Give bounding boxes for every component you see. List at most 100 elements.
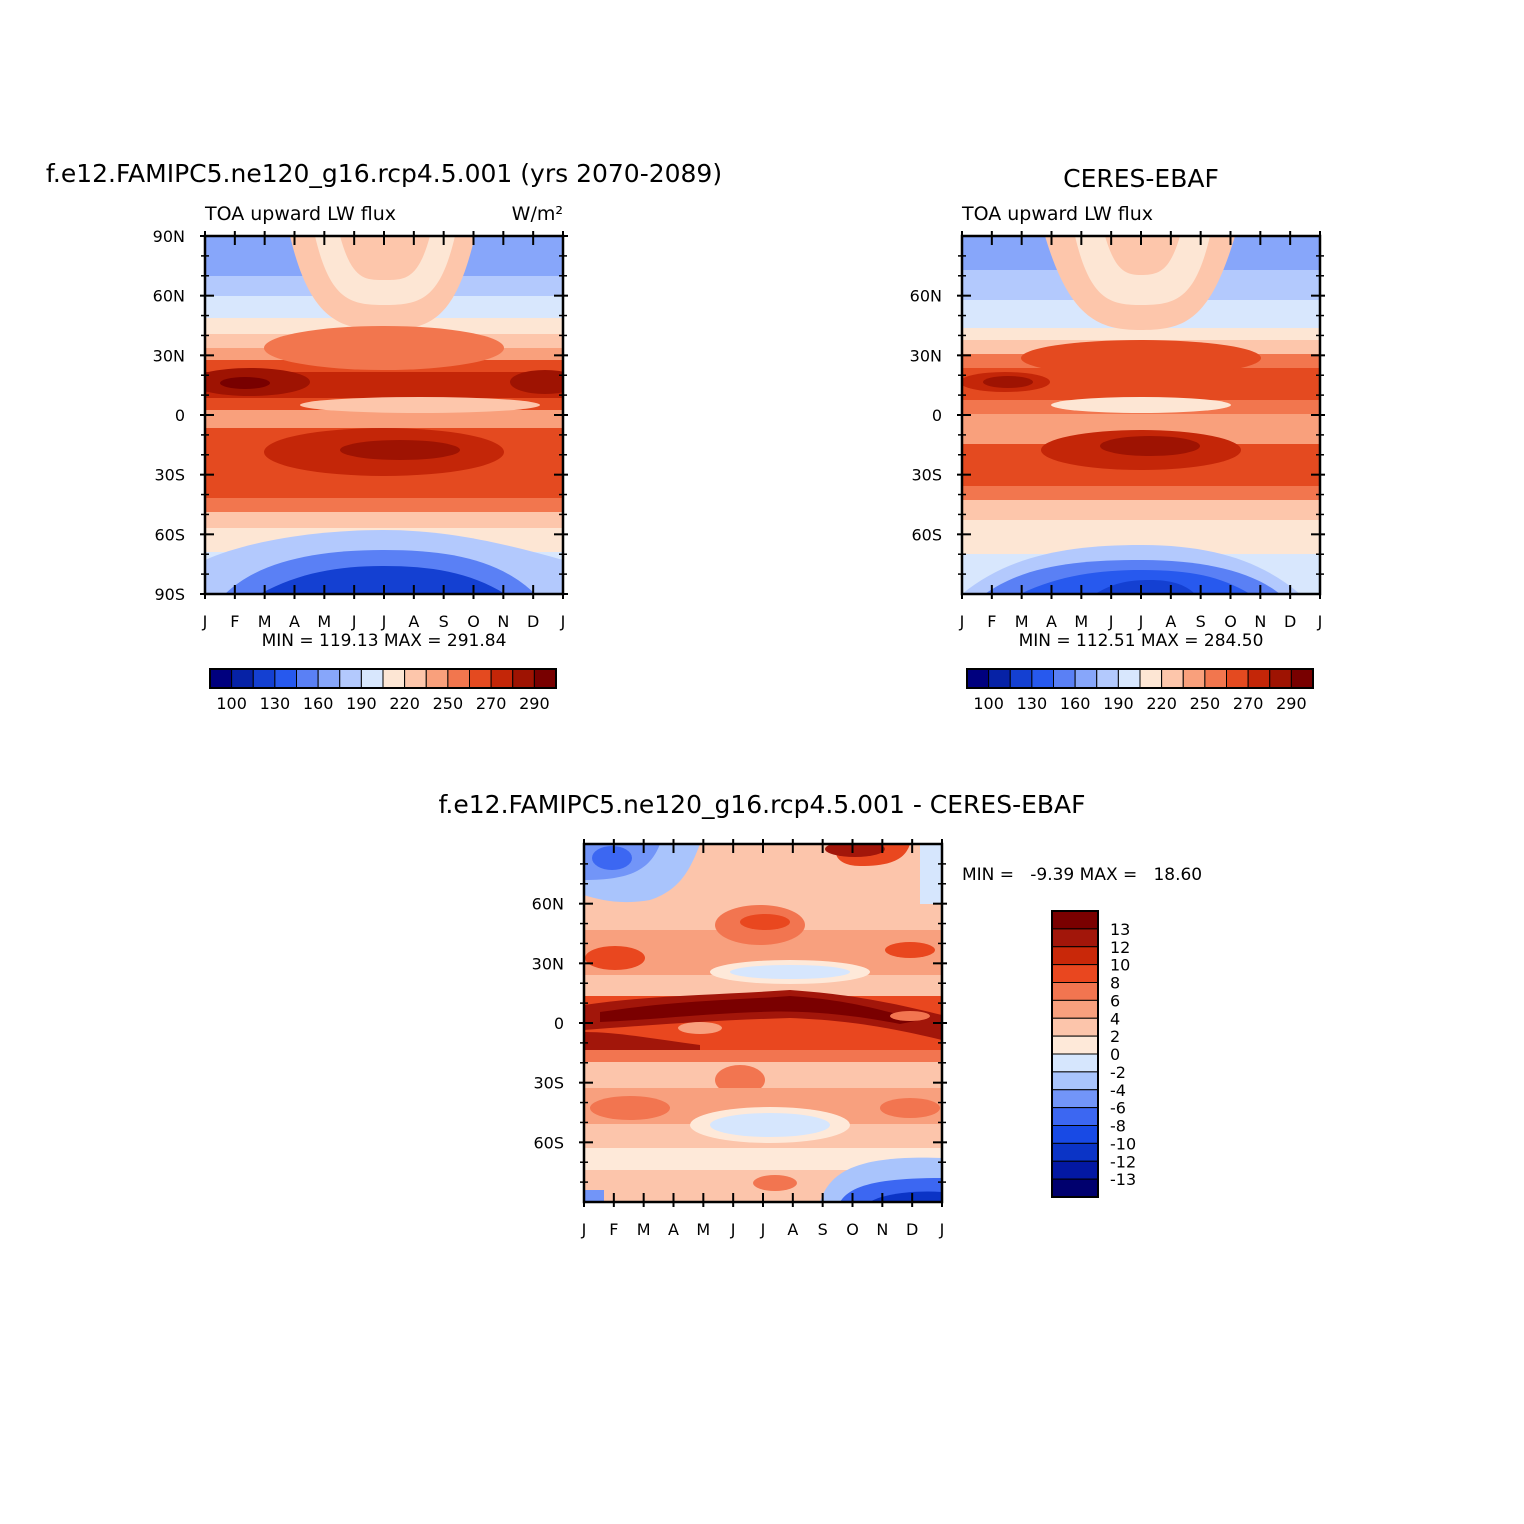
x-tick-label: J xyxy=(760,1220,766,1239)
colorbar-label: 10 xyxy=(1110,956,1130,975)
x-tick-label: A xyxy=(668,1220,679,1239)
x-tick-label: D xyxy=(527,612,539,631)
x-tick-label: J xyxy=(1317,612,1323,631)
model-colorbar: 100 130 160 190 220 250 270 290 xyxy=(209,668,557,713)
x-tick-label: N xyxy=(497,612,509,631)
colorbar-box xyxy=(1051,1089,1099,1109)
colorbar-label: 100 xyxy=(216,694,247,713)
colorbar-label: 190 xyxy=(1103,694,1134,713)
colorbar-label: 2 xyxy=(1110,1027,1120,1046)
x-tick-label: D xyxy=(906,1220,918,1239)
colorbar-label: -12 xyxy=(1110,1152,1136,1171)
y-tick-label: 60N xyxy=(910,287,942,306)
x-tick-label: J xyxy=(1138,612,1144,631)
diff-contour-field xyxy=(584,844,942,1202)
colorbar-box xyxy=(469,668,492,689)
colorbar-box xyxy=(966,668,990,689)
x-tick-label: J xyxy=(959,612,965,631)
x-tick-label: J xyxy=(581,1220,587,1239)
x-tick-label: J xyxy=(202,612,208,631)
x-tick-label: J xyxy=(381,612,387,631)
x-tick-label: M xyxy=(258,612,272,631)
colorbar-box xyxy=(382,668,406,689)
y-tick-label: 0 xyxy=(554,1014,564,1033)
x-tick-label: M xyxy=(1015,612,1029,631)
colorbar-label: 0 xyxy=(1110,1045,1120,1064)
x-tick-label: M xyxy=(696,1220,710,1239)
colorbar-box xyxy=(1051,964,1099,983)
colorbar-frame xyxy=(209,668,557,689)
colorbar-box xyxy=(1053,668,1076,689)
x-tick-label: S xyxy=(1196,612,1206,631)
colorbar-label: 100 xyxy=(973,694,1004,713)
colorbar-frame xyxy=(966,668,1314,689)
colorbar-box xyxy=(1051,1160,1099,1180)
x-tick-label: O xyxy=(1224,612,1237,631)
colorbar-box xyxy=(252,668,276,689)
y-tick-label: 30N xyxy=(153,346,185,365)
colorbar-label: -4 xyxy=(1110,1081,1126,1100)
colorbar-label: 290 xyxy=(1276,694,1307,713)
colorbar-box xyxy=(1051,1107,1099,1126)
colorbar-label: 160 xyxy=(1060,694,1091,713)
x-tick-label: J xyxy=(351,612,357,631)
colorbar-box xyxy=(274,668,297,689)
colorbar-box xyxy=(1051,946,1099,966)
x-tick-label: J xyxy=(1108,612,1114,631)
colorbar-label: 4 xyxy=(1110,1009,1120,1028)
colorbar-box xyxy=(988,668,1011,689)
x-tick-label: S xyxy=(439,612,449,631)
x-tick-label: J xyxy=(939,1220,945,1239)
colorbar-label: 220 xyxy=(1146,694,1177,713)
colorbar-box xyxy=(1009,668,1033,689)
obs-contour-field xyxy=(962,236,1320,594)
colorbar-box xyxy=(1139,668,1163,689)
y-tick-label: 60S xyxy=(533,1133,564,1152)
x-tick-label: F xyxy=(230,612,239,631)
colorbar-box xyxy=(1161,668,1184,689)
colorbar-label: 190 xyxy=(346,694,377,713)
y-tick-label: 30S xyxy=(154,466,185,485)
x-tick-label: N xyxy=(1254,612,1266,631)
colorbar-label: 6 xyxy=(1110,991,1120,1010)
x-tick-label: N xyxy=(876,1220,888,1239)
y-tick-label: 90N xyxy=(153,227,185,246)
colorbar-box xyxy=(425,668,449,689)
colorbar-box xyxy=(1051,1017,1099,1037)
colorbar-box xyxy=(1226,668,1249,689)
x-tick-label: A xyxy=(1046,612,1057,631)
colorbar-label: 8 xyxy=(1110,974,1120,993)
x-tick-label: J xyxy=(730,1220,736,1239)
colorbar-box xyxy=(360,668,384,689)
colorbar-box xyxy=(339,668,362,689)
colorbar-box xyxy=(296,668,319,689)
colorbar-box xyxy=(209,668,233,689)
colorbar-frame xyxy=(1051,910,1099,1198)
model-panel: f.e12.FAMIPC5.ne120_g16.rcp4.5.001 (yrs … xyxy=(46,159,722,713)
x-tick-label: D xyxy=(1284,612,1296,631)
colorbar-label: 220 xyxy=(389,694,420,713)
x-tick-label: O xyxy=(467,612,480,631)
obs-panel: CERES-EBAF TOA upward LW flux xyxy=(910,164,1325,713)
colorbar-label: 130 xyxy=(260,694,291,713)
y-tick-label: 30N xyxy=(910,346,942,365)
obs-colorbar: 100 130 160 190 220 250 270 290 xyxy=(966,668,1314,713)
colorbar-label: 290 xyxy=(519,694,550,713)
colorbar-box xyxy=(1051,928,1099,948)
y-tick-label: 60N xyxy=(532,895,564,914)
model-left-string: TOA upward LW flux xyxy=(204,203,396,225)
x-tick-label: A xyxy=(787,1220,798,1239)
x-tick-label: S xyxy=(818,1220,828,1239)
y-tick-label: 60S xyxy=(154,525,185,544)
colorbar-box xyxy=(1182,668,1206,689)
colorbar-box xyxy=(404,668,427,689)
y-tick-label: 60S xyxy=(911,525,942,544)
x-tick-label: A xyxy=(1165,612,1176,631)
colorbar-box xyxy=(1051,1035,1099,1055)
colorbar-box xyxy=(490,668,514,689)
colorbar-label: 270 xyxy=(476,694,507,713)
y-tick-label: 90S xyxy=(154,585,185,604)
